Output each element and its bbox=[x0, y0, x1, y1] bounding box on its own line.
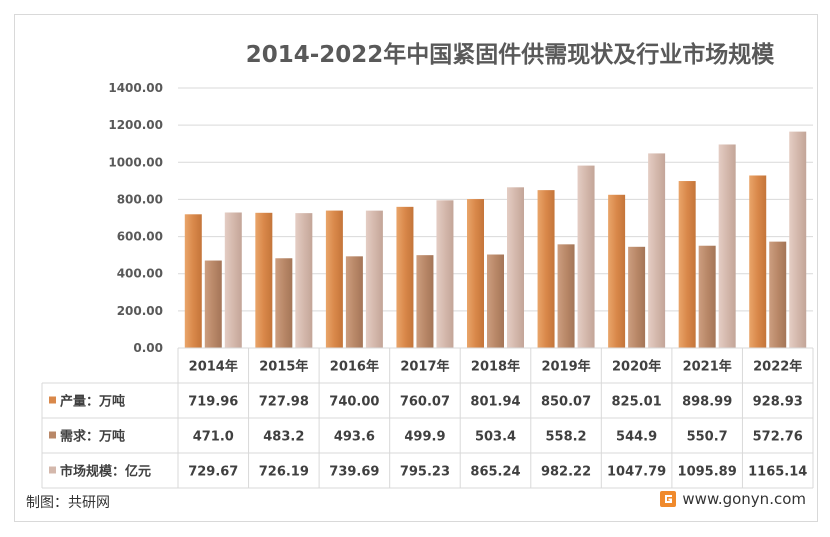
data-label: 1047.79 bbox=[607, 465, 666, 480]
data-label: 719.96 bbox=[188, 395, 238, 410]
legend-label-1: 产量：万吨 bbox=[60, 394, 125, 410]
bar-3-3 bbox=[365, 210, 383, 348]
bar-2-2 bbox=[275, 258, 293, 348]
bar-1-6 bbox=[537, 190, 555, 348]
data-label: 493.6 bbox=[334, 430, 375, 445]
bar-2-4 bbox=[416, 255, 434, 348]
data-label: 1165.14 bbox=[748, 465, 807, 480]
data-label: 550.7 bbox=[687, 430, 728, 445]
bar-1-1 bbox=[184, 214, 202, 348]
legend-key-2 bbox=[49, 431, 56, 439]
x-tick-label: 2016年 bbox=[330, 359, 379, 375]
bar-1-5 bbox=[467, 199, 484, 348]
data-label: 1095.89 bbox=[678, 465, 737, 480]
bar-2-7 bbox=[628, 246, 646, 348]
data-label: 865.24 bbox=[470, 465, 520, 480]
x-tick-label: 2014年 bbox=[189, 359, 238, 375]
x-tick-label: 2017年 bbox=[400, 359, 449, 375]
x-tick-label: 2015年 bbox=[259, 359, 308, 375]
bar-1-3 bbox=[325, 210, 343, 348]
bar-3-4 bbox=[436, 200, 454, 348]
x-tick-label: 2022年 bbox=[753, 359, 802, 375]
y-tick-label: 1200.00 bbox=[108, 118, 163, 132]
y-axis-ticks: 0.00 200.00 400.00 600.00 800.00 1000.00 1200.… bbox=[108, 81, 163, 355]
bars bbox=[184, 131, 807, 348]
data-label: 544.9 bbox=[616, 430, 657, 445]
data-label: 740.00 bbox=[329, 395, 379, 410]
x-tick-label: 2020年 bbox=[612, 359, 661, 375]
bar-1-2 bbox=[255, 212, 273, 348]
data-label: 739.69 bbox=[329, 465, 379, 480]
bar-2-9 bbox=[769, 241, 787, 348]
y-tick-label: 600.00 bbox=[117, 230, 163, 244]
y-tick-label: 400.00 bbox=[117, 267, 163, 281]
brand: www.gonyn.com bbox=[660, 490, 806, 508]
legend-label-2: 需求：万吨 bbox=[60, 429, 125, 445]
bar-2-8 bbox=[698, 245, 716, 348]
legend-key-3 bbox=[49, 466, 56, 474]
data-table: 2014年 2015年 2016年 2017年 2018年 2019年 2020年 2021年… bbox=[41, 347, 814, 489]
legend-key-1 bbox=[49, 396, 56, 404]
data-label: 928.93 bbox=[753, 395, 803, 410]
bar-3-2 bbox=[295, 213, 313, 348]
x-tick-label: 2018年 bbox=[471, 359, 520, 375]
legend-label-3: 市场规模：亿元 bbox=[60, 464, 151, 480]
website-label[interactable]: www.gonyn.com bbox=[682, 490, 806, 508]
data-label: 982.22 bbox=[541, 465, 591, 480]
bar-3-8 bbox=[718, 144, 736, 348]
data-label: 729.67 bbox=[188, 465, 238, 480]
data-label: 503.4 bbox=[475, 430, 516, 445]
x-tick-label: 2021年 bbox=[683, 359, 732, 375]
bar-2-3 bbox=[345, 256, 363, 348]
data-label: 572.76 bbox=[753, 430, 803, 445]
bar-2-1 bbox=[204, 260, 222, 348]
source-label: 制图：共研网 bbox=[26, 495, 110, 511]
data-label: 727.98 bbox=[259, 395, 309, 410]
data-label: 795.23 bbox=[400, 465, 450, 480]
bar-3-9 bbox=[789, 131, 807, 348]
bar-3-7 bbox=[648, 153, 666, 348]
y-tick-label: 1000.00 bbox=[108, 155, 163, 169]
bar-1-9 bbox=[749, 175, 767, 348]
bar-3-1 bbox=[224, 212, 242, 348]
data-label: 825.01 bbox=[612, 395, 662, 410]
bar-1-4 bbox=[396, 206, 414, 348]
y-tick-label: 1400.00 bbox=[108, 81, 163, 95]
data-label: 726.19 bbox=[259, 465, 309, 480]
bar-1-8 bbox=[678, 181, 696, 348]
data-label: 499.9 bbox=[404, 430, 445, 445]
data-label: 898.99 bbox=[682, 395, 732, 410]
data-label: 760.07 bbox=[400, 395, 450, 410]
y-tick-label: 200.00 bbox=[117, 304, 163, 318]
data-label: 471.0 bbox=[193, 430, 234, 445]
data-label: 558.2 bbox=[545, 430, 586, 445]
bar-1-7 bbox=[608, 194, 626, 348]
bar-2-5 bbox=[487, 254, 504, 348]
gonyn-logo-icon bbox=[660, 491, 677, 507]
x-tick-label: 2019年 bbox=[541, 359, 590, 375]
bar-2-6 bbox=[557, 244, 575, 348]
y-tick-label: 0.00 bbox=[133, 341, 163, 355]
y-tick-label: 800.00 bbox=[117, 192, 163, 206]
bar-3-5 bbox=[507, 187, 524, 348]
chart-title: 2014-2022年中国紧固件供需现状及行业市场规模 bbox=[246, 41, 776, 68]
bar-3-6 bbox=[577, 165, 595, 348]
data-label: 850.07 bbox=[541, 395, 591, 410]
data-label: 801.94 bbox=[470, 395, 520, 410]
data-label: 483.2 bbox=[263, 430, 304, 445]
